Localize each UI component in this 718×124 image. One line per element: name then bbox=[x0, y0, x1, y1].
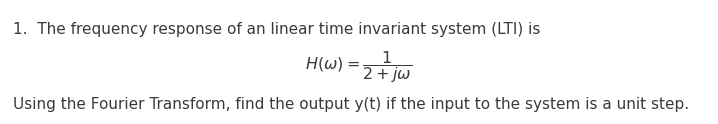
Text: $H(\omega) = \dfrac{1}{2 + j\omega}$: $H(\omega) = \dfrac{1}{2 + j\omega}$ bbox=[305, 49, 413, 85]
Text: 1.  The frequency response of an linear time invariant system (LTI) is: 1. The frequency response of an linear t… bbox=[13, 22, 541, 37]
Text: Using the Fourier Transform, find the output y(t) if the input to the system is : Using the Fourier Transform, find the ou… bbox=[13, 97, 689, 112]
